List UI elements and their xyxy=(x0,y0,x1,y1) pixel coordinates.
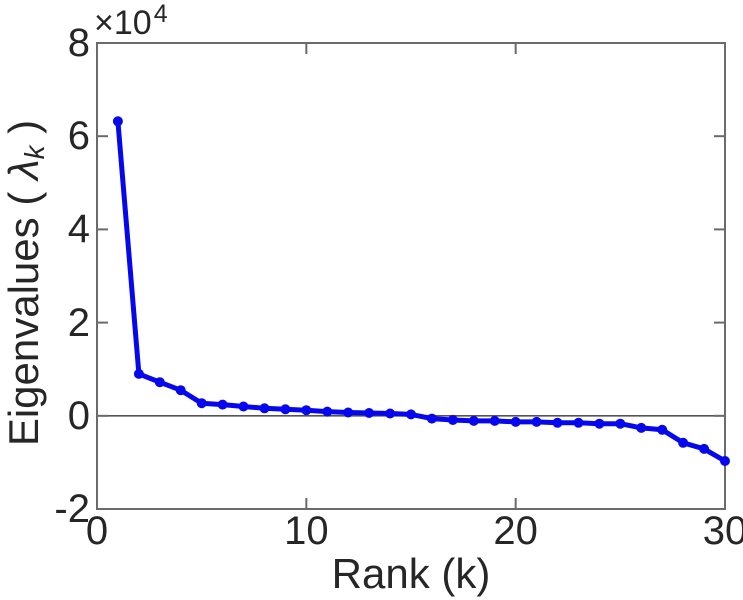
data-point-marker xyxy=(406,409,416,420)
data-point-marker xyxy=(636,422,647,433)
data-point-marker xyxy=(385,408,396,419)
data-point-marker xyxy=(364,408,375,418)
data-point-marker xyxy=(301,405,312,416)
y-axis-multiplier-base: ×10 xyxy=(94,4,152,42)
data-point-marker xyxy=(594,418,605,429)
data-point-marker xyxy=(447,415,458,425)
data-point-marker xyxy=(531,416,542,427)
data-point-marker xyxy=(657,424,668,435)
data-point-marker xyxy=(699,443,710,454)
lambda-symbol: λ xyxy=(0,159,48,181)
data-point-marker xyxy=(678,437,689,448)
x-tick-label: 10 xyxy=(284,509,329,553)
data-point-marker xyxy=(552,417,563,428)
data-point-marker xyxy=(154,377,165,388)
y-tick-label: 2 xyxy=(67,300,90,345)
y-tick-label: 4 xyxy=(67,207,90,252)
x-axis-label: Rank (k) xyxy=(331,550,491,597)
data-point-marker xyxy=(112,116,123,127)
data-point-marker xyxy=(489,415,500,426)
data-point-marker xyxy=(322,406,333,417)
y-axis-multiplier-exponent: 4 xyxy=(153,0,168,28)
data-point-marker xyxy=(510,416,521,427)
x-tick-label: 20 xyxy=(493,509,538,553)
data-point-marker xyxy=(615,418,626,429)
data-point-marker xyxy=(573,417,584,428)
y-tick-label: 8 xyxy=(67,21,90,65)
data-point-marker xyxy=(175,385,186,396)
data-point-marker xyxy=(238,401,249,412)
data-point-marker xyxy=(259,403,270,414)
y-axis-multiplier: ×104 xyxy=(94,1,168,42)
eigenvalue-line xyxy=(115,118,728,464)
y-tick-label: 6 xyxy=(67,114,90,159)
x-tick-label: 0 xyxy=(85,509,109,553)
data-point-marker xyxy=(280,404,291,415)
data-point-marker xyxy=(217,399,228,410)
x-tick-label: 30 xyxy=(702,509,743,553)
y-tick-label: -2 xyxy=(54,487,90,531)
plot-box xyxy=(96,42,726,510)
data-point-marker xyxy=(426,413,437,424)
y-tick-label: 0 xyxy=(67,393,90,438)
data-point-marker xyxy=(343,407,354,418)
data-point-marker xyxy=(196,398,207,409)
data-point-marker xyxy=(133,368,144,379)
data-point-marker xyxy=(468,415,479,426)
data-point-marker xyxy=(720,456,730,466)
